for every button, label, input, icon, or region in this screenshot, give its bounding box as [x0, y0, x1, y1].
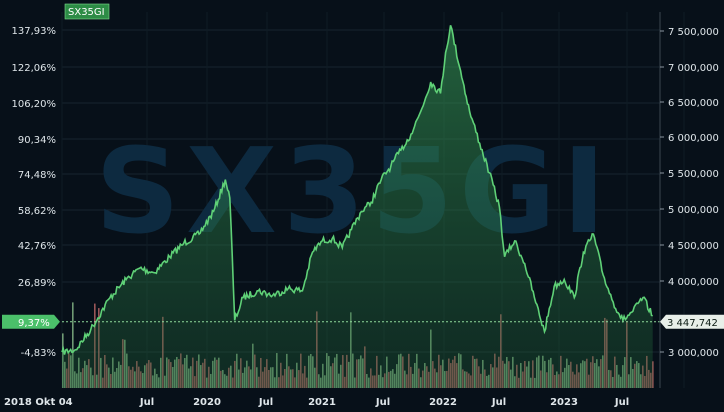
price-area — [62, 25, 653, 389]
y-axis-right: 7 500,000 7 000,000 6 500,000 6 000,000 5 50… — [659, 12, 719, 388]
x-tick-label: 2022 — [429, 397, 457, 408]
x-tick-label: 2020 — [193, 397, 221, 408]
y-left-tick-label: 42,76% — [18, 241, 56, 252]
symbol-label: SX35GI — [68, 7, 105, 18]
y-right-tick-label: 7 500,000 — [668, 27, 719, 38]
y-right-tick-label: 4 000,000 — [668, 277, 719, 288]
x-tick-label: 2021 — [308, 397, 336, 408]
volume-bar — [72, 302, 74, 388]
y-left-tick-label: 58,62% — [18, 206, 56, 217]
current-pct-label: 9,37% — [18, 318, 50, 329]
y-left-tick-label: 137,93% — [12, 26, 57, 37]
x-tick-label: Jul — [139, 397, 154, 408]
y-axis-left: 137,93% 122,06% 106,20% 90,34% 74,48% 58,62% 4… — [12, 26, 57, 359]
y-left-tick-label: 74,48% — [18, 170, 56, 181]
y-right-tick-label: 5 000,000 — [668, 205, 719, 216]
y-right-tick-label: 6 000,000 — [668, 133, 719, 144]
price-line — [61, 25, 653, 355]
x-tick-label: Jul — [491, 397, 506, 408]
y-right-tick-label: 3 000,000 — [668, 348, 719, 359]
current-pct-badge: 9,37% — [2, 314, 60, 329]
y-left-tick-label: 122,06% — [12, 63, 57, 74]
current-value-badge: 3 447,742 — [660, 314, 724, 329]
y-right-tick-label: 5 500,000 — [668, 169, 719, 180]
y-right-tick-label: 7 000,000 — [668, 63, 719, 74]
y-left-tick-label: -4,83% — [21, 348, 56, 359]
x-tick-label: Jul — [375, 397, 390, 408]
y-left-tick-label: 90,34% — [18, 135, 56, 146]
y-right-tick-label: 6 500,000 — [668, 98, 719, 109]
x-tick-label: Jul — [614, 397, 629, 408]
x-tick-label: Jul — [258, 397, 273, 408]
x-tick-label: 2023 — [550, 397, 578, 408]
symbol-badge: SX35GI — [64, 3, 110, 20]
volume-bar — [652, 361, 654, 388]
x-axis: 2018 Okt 04 Jul 2020 Jul 2021 Jul 2022 Jul 2023 J… — [4, 397, 629, 408]
y-left-tick-label: 26,89% — [18, 278, 56, 289]
current-value-label: 3 447,742 — [667, 318, 718, 329]
x-tick-label: 2018 Okt 04 — [4, 397, 73, 408]
y-right-tick-label: 4 500,000 — [668, 241, 719, 252]
y-left-tick-label: 106,20% — [12, 99, 57, 110]
